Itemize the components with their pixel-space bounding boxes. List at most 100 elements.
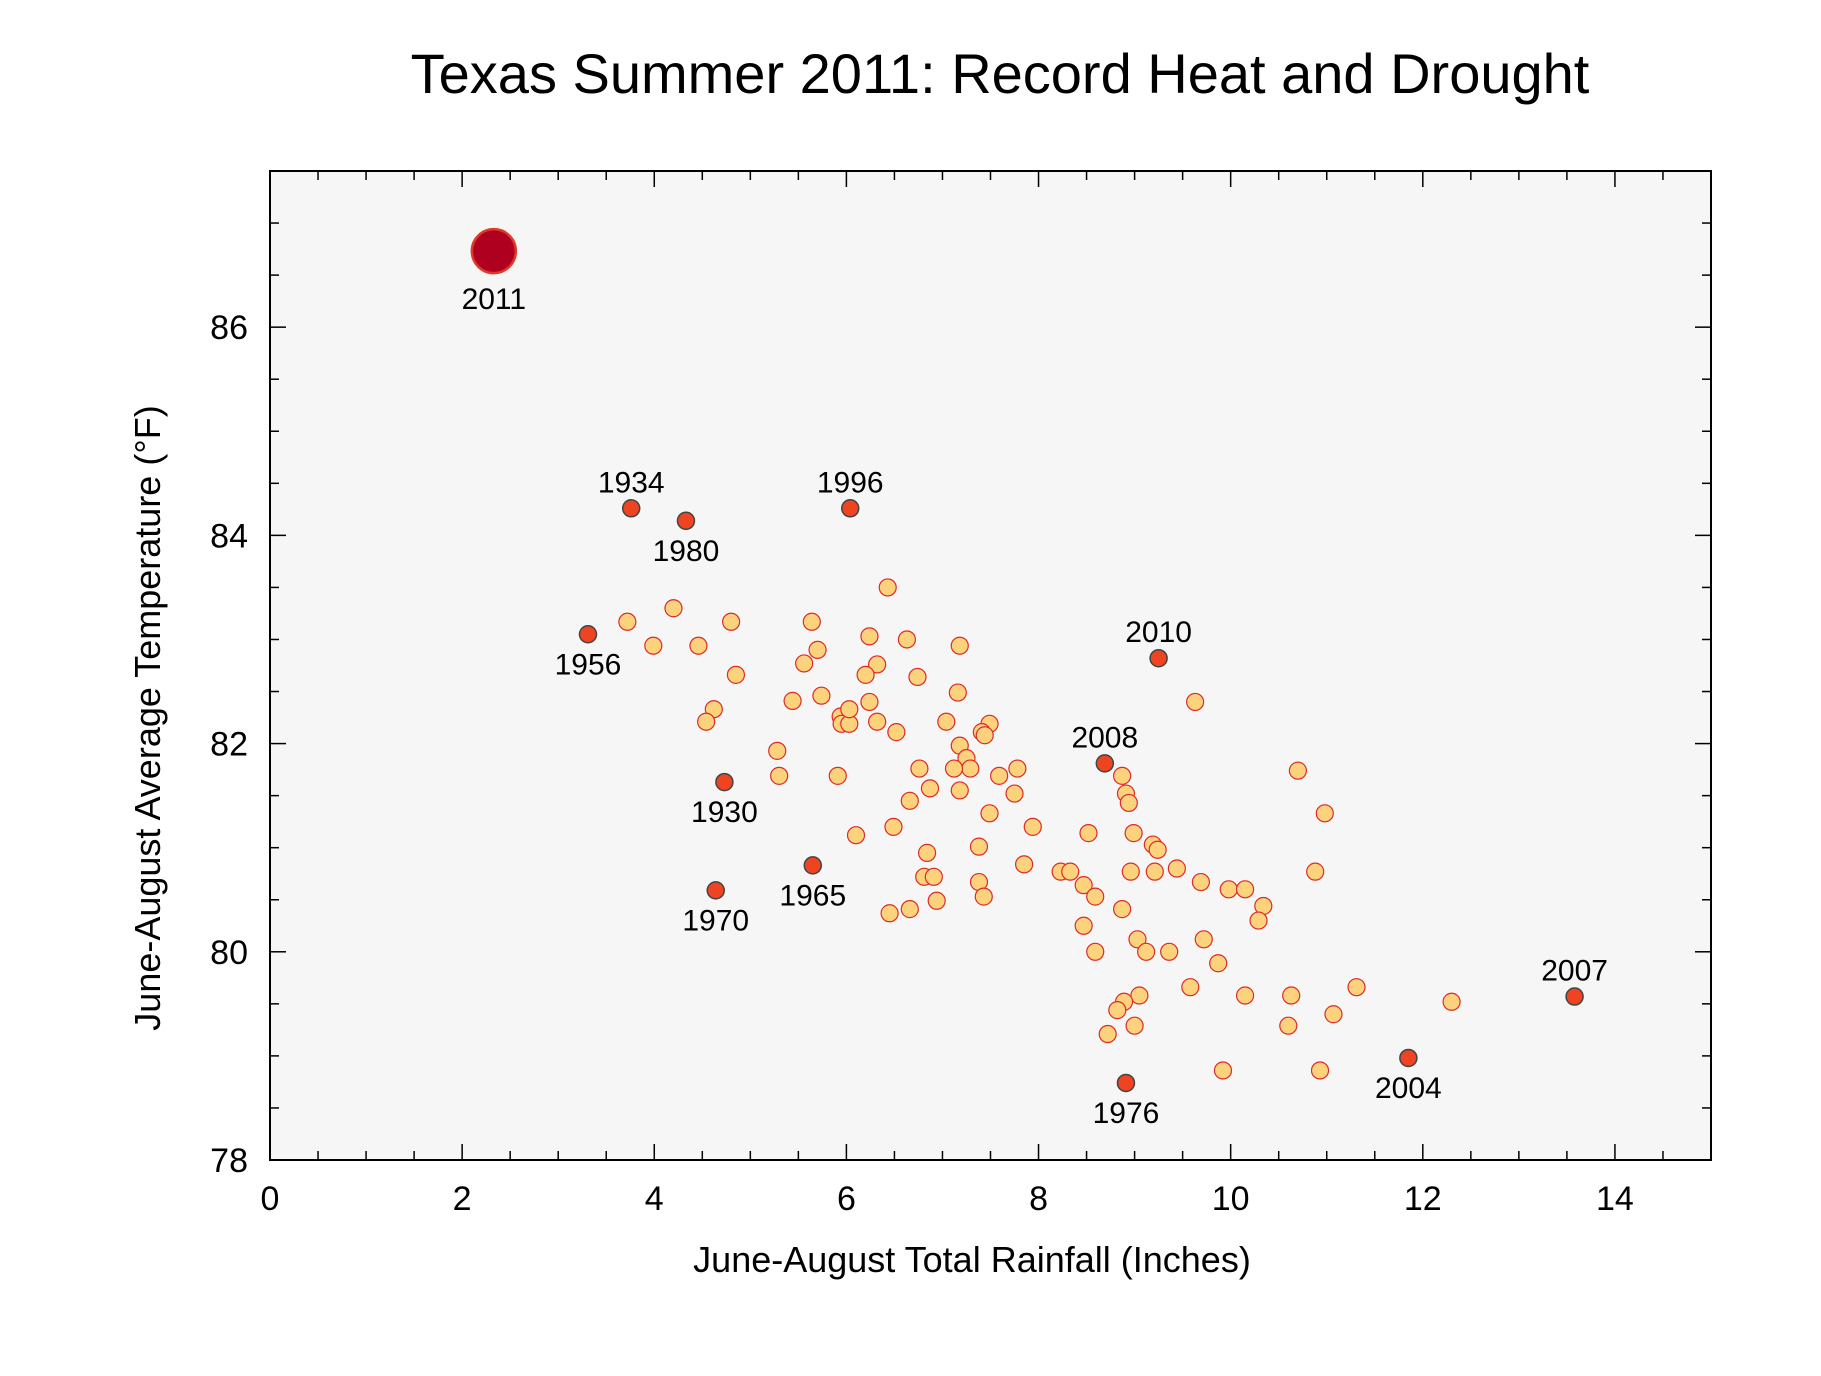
point-label: 2010 [1125, 616, 1192, 649]
data-point [783, 691, 802, 710]
data-point [917, 843, 937, 862]
data-point [1310, 1061, 1330, 1080]
data-point [974, 887, 993, 906]
data-point [990, 766, 1009, 785]
data-point [900, 791, 919, 810]
highlighted-data-point [706, 881, 725, 900]
plot-frame [269, 170, 1712, 1161]
data-point [1137, 942, 1156, 961]
data-point [618, 612, 637, 631]
data-point [924, 867, 943, 886]
data-point [975, 726, 994, 745]
data-point [1219, 880, 1238, 899]
data-point [1074, 916, 1093, 935]
data-point [980, 804, 999, 823]
data-point [860, 627, 879, 646]
data-point [910, 759, 929, 778]
plot-area [270, 171, 1711, 1160]
data-point [944, 759, 964, 778]
data-point [770, 766, 789, 785]
data-point [1125, 1016, 1144, 1035]
data-point [722, 612, 741, 631]
data-point [908, 667, 927, 687]
data-point [1113, 900, 1132, 919]
data-point [1124, 824, 1143, 843]
data-point [868, 712, 887, 731]
data-point [1288, 761, 1308, 780]
point-label: 1965 [779, 879, 846, 912]
data-point [1086, 887, 1105, 906]
data-point [697, 712, 716, 731]
data-point [1249, 911, 1268, 930]
data-point [878, 578, 897, 597]
data-point [1128, 930, 1147, 949]
data-point [1186, 692, 1205, 712]
data-point [1074, 876, 1093, 895]
point-label: 1930 [691, 796, 758, 829]
data-point [1079, 824, 1098, 843]
data-point [1160, 942, 1179, 961]
data-point [961, 759, 980, 778]
data-point [950, 781, 969, 800]
y-tick-label: 78 [210, 1142, 248, 1180]
data-point [1167, 859, 1186, 878]
data-point [1209, 954, 1228, 973]
data-point [1235, 880, 1255, 899]
data-point [846, 826, 866, 845]
data-point [937, 712, 956, 731]
data-point [644, 636, 663, 655]
y-tick-label: 80 [210, 934, 248, 972]
highlighted-data-point [621, 499, 641, 518]
point-label: 1976 [1093, 1097, 1160, 1130]
data-point [1213, 1061, 1233, 1080]
data-point [1145, 862, 1164, 881]
highlighted-data-point [1565, 987, 1584, 1006]
x-tick-label: 8 [1029, 1180, 1048, 1218]
point-annotations: 2011 1934 1980 1996 1956 2010 2008 1930 1965 1970… [462, 283, 1608, 1130]
x-tick-label: 10 [1212, 1180, 1250, 1218]
data-point [868, 655, 887, 674]
highlighted-data-point [578, 625, 598, 644]
data-point [1130, 986, 1149, 1005]
data-point [900, 900, 919, 919]
data-point [664, 599, 683, 618]
data-point [1113, 766, 1132, 785]
x-tick-label: 4 [645, 1180, 664, 1218]
data-point [1315, 804, 1334, 823]
point-label: 1934 [598, 466, 665, 499]
data-point [880, 904, 899, 923]
highlighted-data-point [676, 511, 696, 531]
data-point [1306, 862, 1325, 881]
data-point [884, 817, 903, 836]
highlighted-data-point [1095, 754, 1115, 773]
data-point [1279, 1016, 1298, 1035]
x-tick-label: 0 [261, 1180, 280, 1218]
data-point [1324, 1005, 1343, 1024]
data-point [802, 612, 821, 631]
tick-labels: 0 2 4 6 8 10 12 14 78 80 82 84 86 [210, 309, 1634, 1218]
x-tick-label: 14 [1596, 1180, 1634, 1218]
highlighted-data-point [715, 772, 734, 792]
data-point [927, 891, 946, 910]
point-label: 2008 [1071, 721, 1138, 754]
data-point [1015, 855, 1034, 874]
data-point [1108, 1000, 1127, 1020]
data-point [1121, 862, 1140, 881]
point-label: 2011 [462, 283, 527, 316]
data-point [1061, 862, 1080, 881]
point-label: 1970 [682, 904, 749, 937]
x-tick-label: 6 [837, 1180, 856, 1218]
data-point [689, 636, 708, 655]
data-point [812, 686, 831, 705]
data-point [1194, 930, 1213, 949]
data-point [1005, 784, 1024, 803]
y-tick-label: 86 [210, 309, 248, 347]
point-label: 1996 [817, 466, 884, 499]
data-point [950, 636, 969, 655]
x-tick-label: 12 [1404, 1180, 1442, 1218]
data-points [470, 227, 1584, 1093]
highlighted-data-point [1399, 1048, 1418, 1068]
y-tick-label: 82 [210, 726, 248, 764]
data-point [1191, 872, 1210, 892]
